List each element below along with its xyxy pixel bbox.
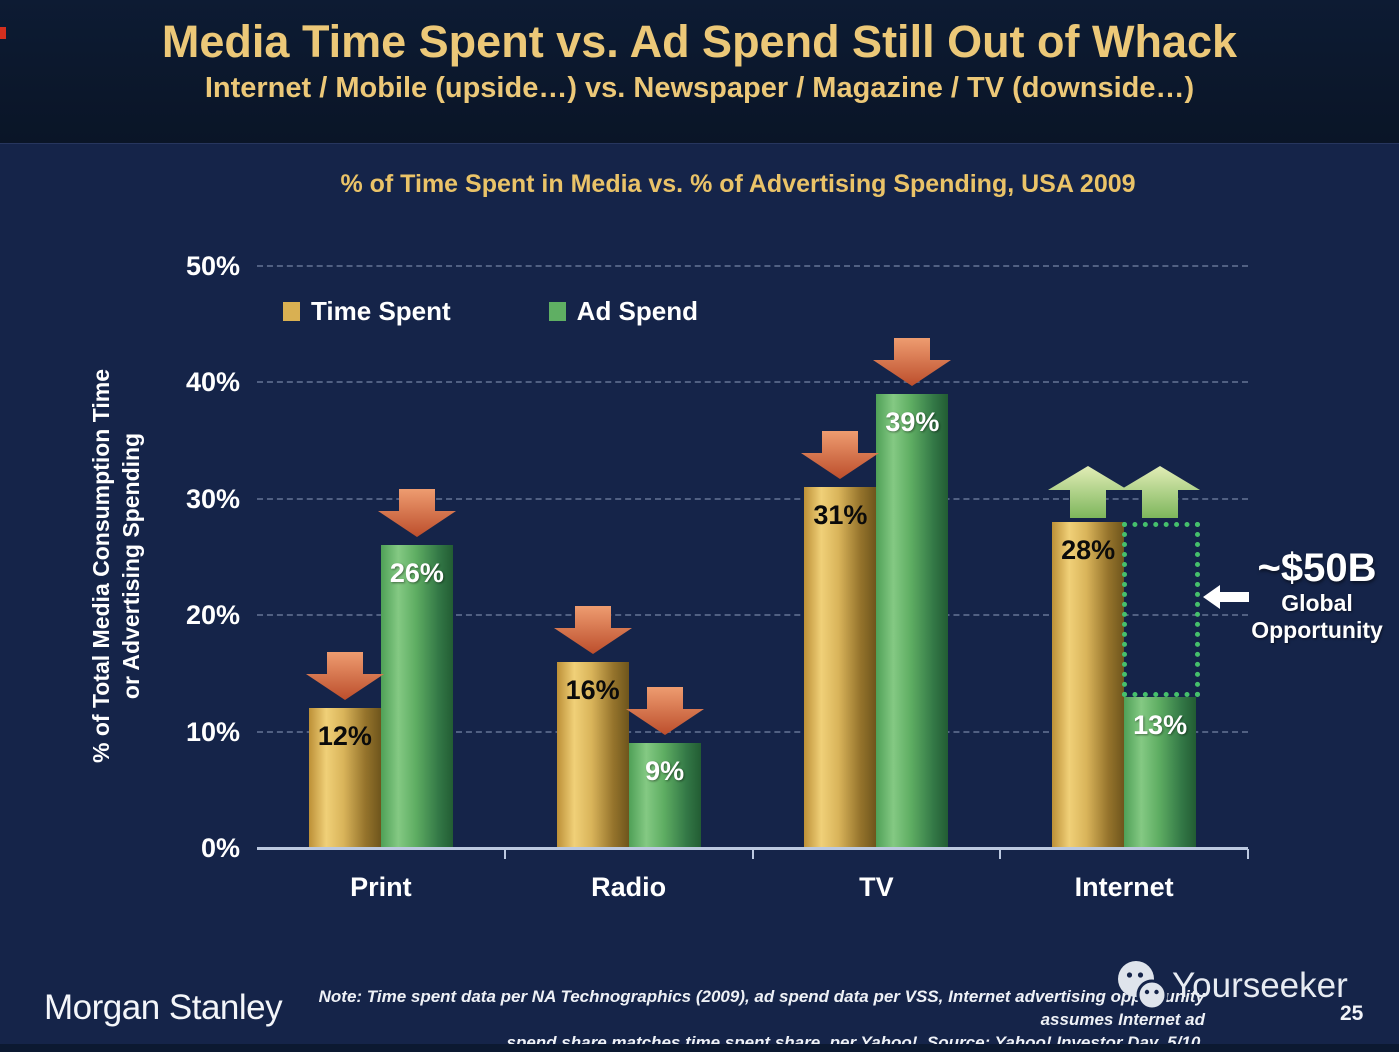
legend-label-ad-spend: Ad Spend [576, 296, 699, 326]
category-label-radio: Radio [591, 872, 667, 902]
opportunity-gap-box [1122, 521, 1201, 697]
bar-value-label: 13% [1133, 709, 1188, 740]
bar-time-spent-tv: 31% [804, 486, 877, 848]
y-tick-label: 30% [185, 483, 240, 514]
watermark-text: Yourseeker [1172, 966, 1348, 1005]
left-arrow-icon [1203, 583, 1249, 611]
wechat-icon [1114, 960, 1170, 1017]
up-arrow-icon [1120, 465, 1201, 518]
bar-value-label: 12% [317, 721, 372, 752]
chart-legend: Time Spent Ad Spend [283, 296, 698, 327]
opportunity-headline: ~$50B [1257, 546, 1377, 590]
legend-swatch-time-spent-icon [283, 302, 300, 321]
opportunity-line1: Global [1281, 590, 1353, 616]
legend-swatch-ad-spend-icon [548, 302, 566, 321]
y-tick-label: 50% [185, 250, 240, 281]
legend-item-time-spent: Time Spent [283, 296, 451, 327]
category-label-tv: TV [859, 872, 894, 902]
opportunity-line2: Opportunity [1251, 617, 1383, 643]
x-axis-tick [503, 849, 506, 859]
y-tick-label: 40% [185, 367, 240, 397]
up-arrow-icon [1048, 465, 1129, 518]
y-tick-label: 20% [185, 600, 240, 630]
bottom-edge-divider [0, 1044, 1399, 1052]
down-arrow-icon [377, 489, 456, 538]
morgan-stanley-logo: Morgan Stanley [44, 988, 283, 1027]
chart-title: % of Time Spent in Media vs. % of Advert… [340, 170, 1136, 198]
legend-item-ad-spend: Ad Spend [548, 296, 699, 327]
bar-time-spent-print: 12% [308, 708, 381, 848]
down-arrow-icon [305, 652, 384, 701]
x-axis-tick [751, 849, 754, 859]
x-axis-line [257, 847, 1248, 850]
slide-subtitle: Internet / Mobile (upside…) vs. Newspape… [204, 72, 1195, 104]
bar-value-label: 39% [885, 406, 940, 437]
bar-value-label: 16% [565, 674, 620, 705]
bar-ad-spend-radio: 9% [628, 743, 701, 848]
bar-value-label: 31% [813, 499, 868, 530]
bar-time-spent-radio: 16% [556, 661, 629, 848]
slide-title: Media Time Spent vs. Ad Spend Still Out … [161, 16, 1238, 67]
x-axis-tick [999, 849, 1002, 859]
bar-value-label: 28% [1061, 534, 1116, 565]
legend-label-time-spent: Time Spent [311, 296, 451, 326]
slide-header: Media Time Spent vs. Ad Spend Still Out … [0, 0, 1399, 144]
y-tick-label: 10% [185, 716, 240, 747]
down-arrow-icon [873, 337, 952, 386]
bar-value-label: 9% [645, 756, 685, 787]
gridline-40 [257, 381, 1248, 383]
category-label-print: Print [350, 872, 412, 902]
gridline-30 [257, 497, 1248, 500]
bar-time-spent-internet: 28% [1052, 521, 1125, 848]
gridline-50 [257, 264, 1248, 267]
bar-ad-spend-print: 26% [380, 545, 453, 848]
down-arrow-icon [625, 687, 704, 736]
gridline-10 [257, 730, 1248, 733]
bar-ad-spend-tv: 39% [876, 393, 949, 848]
red-corner-mark [0, 27, 6, 39]
x-axis-tick [1247, 849, 1249, 859]
global-opportunity-annotation: ~$50B Global Opportunity [1238, 546, 1396, 644]
category-label-internet: Internet [1074, 872, 1174, 902]
source-note-line1: Note: Time spent data per NA Technograph… [318, 987, 1205, 1029]
gridline-20 [257, 614, 1248, 616]
down-arrow-icon [553, 605, 632, 654]
bar-value-label: 26% [389, 558, 444, 589]
source-note: Note: Time spent data per NA Technograph… [305, 985, 1205, 1052]
y-tick-label: 0% [200, 833, 240, 863]
y-axis-title-line1: % of Total Media Consumption Time [88, 369, 114, 763]
bar-ad-spend-internet: 13% [1124, 696, 1197, 848]
watermark: Yourseeker [1114, 960, 1348, 1017]
page-number: 25 [1340, 1002, 1364, 1025]
down-arrow-icon [801, 430, 880, 479]
